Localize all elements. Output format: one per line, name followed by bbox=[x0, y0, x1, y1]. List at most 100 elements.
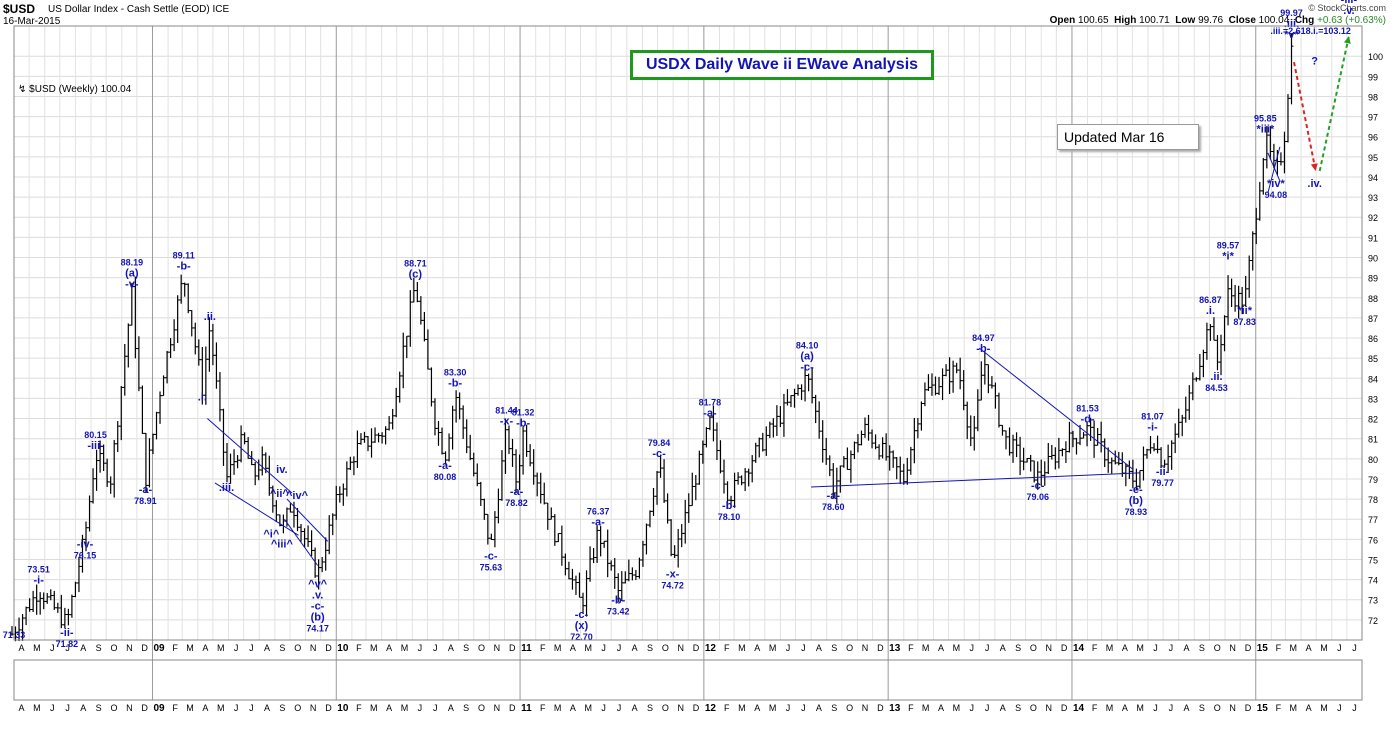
month-label: A bbox=[264, 643, 270, 653]
plot-frame bbox=[13, 25, 1363, 641]
month-label: A bbox=[1184, 703, 1190, 713]
month-label: M bbox=[1106, 643, 1114, 653]
wave-label-line: ^ii^ bbox=[270, 488, 290, 500]
ohlc-bar bbox=[605, 529, 610, 578]
month-label: D bbox=[693, 703, 700, 713]
month-label: N bbox=[310, 703, 317, 713]
ohlc-bar bbox=[714, 422, 719, 461]
month-label: J bbox=[234, 643, 239, 653]
month-label: J bbox=[418, 703, 423, 713]
wave-label: -iii-.v. bbox=[1341, 0, 1358, 17]
month-label: S bbox=[279, 643, 285, 653]
ohlc-bar bbox=[965, 401, 970, 440]
wave-label: 99.97.iii.*v* bbox=[1280, 8, 1303, 41]
month-label: F bbox=[724, 703, 730, 713]
wave-label-line: -b- bbox=[177, 261, 191, 273]
month-label: S bbox=[831, 703, 837, 713]
wave-label-line: 72.70 bbox=[570, 632, 593, 642]
ohlc-bars bbox=[9, 33, 1294, 642]
ohlc-bar bbox=[686, 493, 691, 523]
month-label: M bbox=[186, 703, 194, 713]
ohlc-bar bbox=[760, 432, 765, 452]
wave-label-line: -a- bbox=[591, 516, 605, 528]
y-tick-label: 98 bbox=[1368, 92, 1378, 102]
month-label: N bbox=[494, 643, 501, 653]
ohlc-bar bbox=[566, 561, 571, 580]
month-label: A bbox=[1122, 703, 1128, 713]
month-label: J bbox=[601, 643, 606, 653]
ohlc-bar bbox=[753, 442, 758, 463]
ohlc-bar bbox=[545, 502, 550, 530]
ohlc-bar bbox=[464, 419, 469, 454]
year-label: 09 bbox=[153, 643, 165, 654]
month-label: O bbox=[1030, 703, 1037, 713]
month-label: M bbox=[953, 703, 961, 713]
ohlc-bar bbox=[94, 449, 99, 491]
month-label: A bbox=[19, 643, 25, 653]
year-label: 10 bbox=[337, 703, 349, 714]
arrow-head bbox=[1310, 163, 1318, 171]
trendline bbox=[978, 347, 1133, 470]
ohlc-bar bbox=[73, 581, 78, 598]
month-label: S bbox=[647, 643, 653, 653]
wave-label: ^i^ bbox=[263, 528, 279, 540]
ticker-symbol: $USD bbox=[3, 2, 36, 16]
ohlc-bar bbox=[1127, 460, 1132, 479]
month-label: O bbox=[478, 703, 485, 713]
wave-label-line: -c- bbox=[311, 601, 325, 613]
month-label: O bbox=[662, 643, 669, 653]
wave-label-line: -ii- bbox=[1156, 466, 1170, 478]
month-label: M bbox=[922, 703, 930, 713]
wave-label-line: 78.93 bbox=[1125, 507, 1148, 517]
ohlc-bar bbox=[91, 468, 96, 504]
ohlc-bar bbox=[31, 590, 36, 612]
year-label: 15 bbox=[1257, 643, 1269, 654]
month-label: S bbox=[831, 643, 837, 653]
ohlc-bar bbox=[1187, 385, 1192, 420]
month-label: A bbox=[448, 643, 454, 653]
month-label: S bbox=[463, 703, 469, 713]
ohlc-bar bbox=[330, 513, 335, 536]
ohlc-bar bbox=[937, 376, 942, 396]
month-label: F bbox=[908, 703, 914, 713]
wave-label-line: ^iv^ bbox=[286, 490, 309, 502]
ohlc-bar bbox=[968, 415, 973, 447]
month-label: M bbox=[217, 703, 225, 713]
month-label: A bbox=[570, 703, 576, 713]
y-tick-label: 76 bbox=[1368, 535, 1378, 545]
wave-label-line: 76.15 bbox=[74, 550, 97, 560]
y-tick-label: 77 bbox=[1368, 515, 1378, 525]
month-label: M bbox=[401, 703, 409, 713]
wave-label-line: 83.30 bbox=[444, 367, 467, 377]
ohlc-bar bbox=[612, 557, 617, 589]
ohlc-bar bbox=[369, 428, 374, 458]
ohlc-bar bbox=[598, 526, 603, 557]
month-label: S bbox=[1015, 703, 1021, 713]
wave-label-line: -x- bbox=[500, 416, 514, 428]
month-label: F bbox=[540, 703, 546, 713]
month-label: J bbox=[65, 643, 70, 653]
wave-label-line: 84.53 bbox=[1205, 383, 1228, 393]
ohlc-bar bbox=[862, 417, 867, 438]
wave-label-line: 74.72 bbox=[661, 581, 684, 591]
wave-label: -e-(b)78.93 bbox=[1125, 484, 1148, 517]
wave-label-line: 81.44 bbox=[495, 406, 518, 416]
ohlc-bar bbox=[817, 401, 822, 439]
ohlc-bar bbox=[140, 385, 145, 434]
ohlc-bar bbox=[1278, 152, 1283, 166]
month-label: M bbox=[1320, 643, 1328, 653]
quote-close: 100.04 bbox=[1258, 15, 1290, 26]
axes: 72 73 74 75 76 77 78 79 80 81 82 83 84 85 86 87 88 89 90 91… bbox=[13, 25, 1383, 714]
ohlc-bar bbox=[461, 405, 466, 439]
trendline bbox=[207, 418, 293, 494]
wave-label: -a-78.82 bbox=[505, 486, 528, 508]
wave-label: 73.51-i- bbox=[27, 565, 50, 587]
ohlc-bar bbox=[112, 440, 117, 498]
wave-label-line: 81.32 bbox=[512, 408, 535, 418]
wave-label-line: -c- bbox=[652, 448, 666, 460]
ohlc-bar bbox=[182, 282, 187, 297]
wave-label-line: .i. bbox=[1206, 305, 1215, 317]
ohlc-bar bbox=[796, 384, 801, 396]
ohlc-bar bbox=[785, 389, 790, 406]
trendline bbox=[811, 472, 1140, 488]
